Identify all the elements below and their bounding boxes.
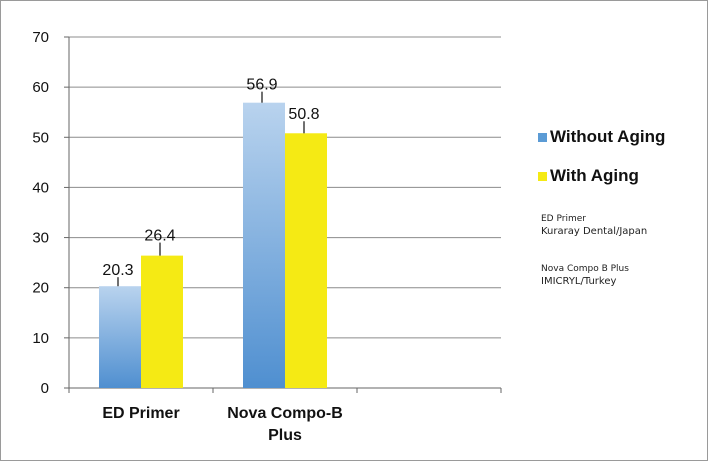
bar-without-aging [243, 102, 285, 389]
y-tick-label: 40 [32, 179, 49, 196]
y-tick-label: 10 [32, 330, 49, 347]
legend-swatch-with-aging [538, 171, 547, 181]
bar-with-aging [141, 255, 183, 388]
x-category-label: ED Primer [102, 405, 179, 422]
data-label: 26.4 [144, 228, 175, 245]
note-ed-primer-name: ED Primer [541, 214, 586, 224]
note-nova-compo-maker: IMICRYL/Turkey [541, 276, 617, 287]
y-tick-label: 20 [32, 280, 49, 297]
note-ed-primer: ED Primer Kuraray Dental/Japan [541, 213, 647, 238]
legend-swatch-without-aging [538, 132, 547, 142]
y-tick-label: 50 [32, 129, 49, 146]
data-label: 50.8 [288, 106, 319, 123]
bar-with-aging [285, 133, 327, 388]
note-ed-primer-maker: Kuraray Dental/Japan [541, 226, 648, 237]
y-tick-label: 30 [32, 230, 49, 247]
y-tick-label: 60 [32, 79, 49, 96]
bars [99, 91, 327, 389]
x-category-label: Plus [268, 427, 302, 444]
data-label: 56.9 [246, 77, 277, 94]
x-category-label: Nova Compo-B [227, 405, 343, 422]
y-tick-label: 70 [32, 29, 49, 46]
note-nova-compo-name: Nova Compo B Plus [541, 264, 629, 274]
legend-label-with-aging: With Aging [550, 166, 639, 185]
legend-label-without-aging: Without Aging [550, 127, 666, 146]
legend-item-with-aging: With Aging [538, 166, 639, 186]
y-tick-label: 0 [41, 380, 49, 397]
note-nova-compo: Nova Compo B Plus IMICRYL/Turkey [541, 263, 629, 288]
bar-without-aging [99, 286, 141, 388]
labels: 0 10 20 30 40 50 60 70 20.3 26.4 ED Primer 56.9 50.8… [32, 29, 342, 444]
data-label: 20.3 [102, 262, 133, 279]
legend-item-without-aging: Without Aging [538, 127, 665, 147]
